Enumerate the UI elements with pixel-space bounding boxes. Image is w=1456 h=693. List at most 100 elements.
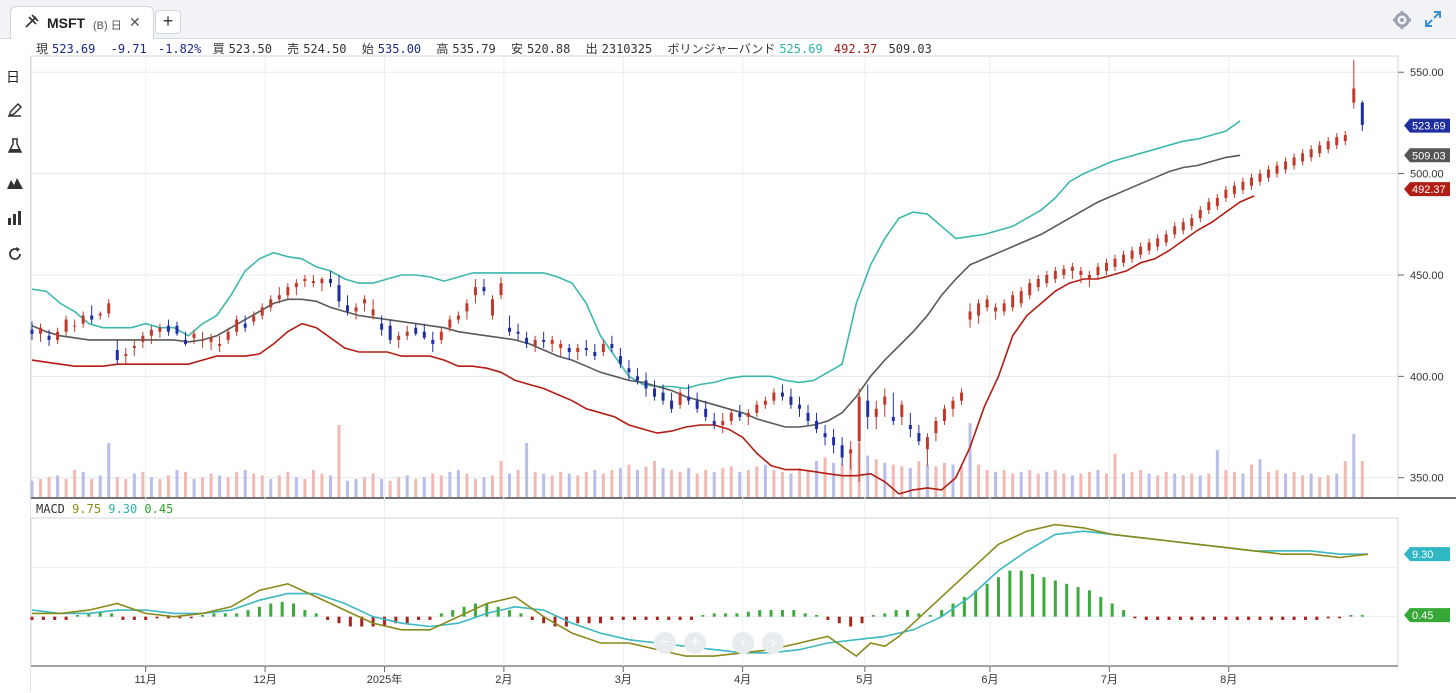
macd-hist-bar <box>815 615 819 617</box>
volume-bar <box>610 470 614 497</box>
flask-icon[interactable] <box>6 137 24 155</box>
macd-hist-bar <box>621 616 625 620</box>
candle-body <box>1147 242 1151 251</box>
bar-chart-icon[interactable] <box>6 209 24 227</box>
volume-bar <box>780 471 784 497</box>
zoom-out-button[interactable]: − <box>654 632 676 654</box>
candle-body <box>269 299 273 308</box>
volume-bar <box>431 473 435 497</box>
axes: 550.00 500.00 450.00 400.00 350.00 11月 12月 2025… <box>134 67 1450 686</box>
macd-hist-bar <box>1235 616 1239 620</box>
volume-bar <box>635 470 639 497</box>
candle-body <box>1164 234 1168 243</box>
macd-hist-bar <box>1008 570 1012 617</box>
macd-hist-bar <box>1338 616 1342 619</box>
hist-tag: 0.45 <box>1404 608 1450 623</box>
volume-bar <box>601 473 605 497</box>
volume-bar <box>1173 473 1177 497</box>
candle-body <box>473 287 477 296</box>
add-tab-button[interactable]: + <box>155 10 181 34</box>
pen-icon[interactable] <box>6 101 24 119</box>
volume-bar <box>1181 475 1185 497</box>
volume-bar <box>1096 470 1100 497</box>
volume-bar <box>789 473 793 497</box>
volume-bar <box>456 470 460 497</box>
volume-bar <box>252 473 256 497</box>
macd-label: MACD <box>36 502 65 516</box>
expand-icon[interactable] <box>1424 10 1442 28</box>
mountain-chart-icon[interactable] <box>6 173 24 191</box>
volume-bar <box>1352 434 1356 497</box>
x-tick-label: 2月 <box>495 674 512 686</box>
ask-label: 売 <box>287 42 300 56</box>
macd-hist-bar <box>1019 570 1023 617</box>
macd-hist-bar <box>780 610 784 617</box>
volume-bar <box>183 471 187 497</box>
candle-body <box>832 437 836 446</box>
macd-hist-bar <box>576 616 580 624</box>
macd-hist-bar <box>1156 616 1160 620</box>
candle-body <box>738 412 742 417</box>
signal-tag-label: 9.30 <box>1412 549 1433 561</box>
volume-value: 2310325 <box>601 42 653 56</box>
macd-hist-bar <box>1269 616 1273 620</box>
macd-hist-bar <box>542 616 546 624</box>
candle-body <box>508 327 512 332</box>
macd-hist-bar <box>314 613 318 617</box>
volume-bar <box>1062 473 1066 497</box>
close-tab-icon[interactable]: ✕ <box>129 14 141 30</box>
candle-body <box>1224 189 1228 198</box>
gear-icon[interactable] <box>1392 10 1412 30</box>
macd-hist-bar <box>64 616 68 620</box>
zoom-in-button[interactable]: + <box>684 632 706 654</box>
pin-icon[interactable] <box>23 14 39 30</box>
candle-body <box>1198 210 1202 219</box>
volume-bar <box>1113 453 1117 497</box>
macd-hist-bar <box>496 606 500 617</box>
bb-lower-tag: 492.37 <box>1404 182 1450 197</box>
macd-hist-bar <box>360 616 364 627</box>
volume-bar <box>1301 475 1305 497</box>
macd-hist-bar <box>348 616 352 627</box>
candle-body <box>346 305 350 312</box>
candle-body <box>235 319 239 332</box>
candle-body <box>1045 274 1049 284</box>
tab-bar: MSFT (B) 日 ✕ + <box>0 0 1456 39</box>
volume-bar <box>30 480 34 497</box>
refresh-icon[interactable] <box>6 245 24 263</box>
scroll-back-button[interactable]: ‹ <box>732 632 754 654</box>
candle-body <box>712 420 716 426</box>
candle-body <box>780 392 784 397</box>
macd-hist-bar <box>1315 616 1319 620</box>
candle-body <box>1275 165 1279 174</box>
macd-hist-bar <box>906 610 910 617</box>
chart-tab[interactable]: MSFT (B) 日 ✕ <box>10 6 154 39</box>
macd-hist-bar <box>553 616 557 627</box>
scroll-forward-button[interactable]: › <box>762 632 784 654</box>
candle-body <box>132 345 136 348</box>
volume-bar <box>1028 470 1032 497</box>
volume-bar <box>593 470 597 497</box>
volume-bar <box>482 477 486 497</box>
candle-body <box>653 388 657 397</box>
volume-bar <box>90 479 94 497</box>
macd-hist-bar <box>371 616 375 627</box>
macd-hist-bar <box>451 610 455 617</box>
macd-hist-bar <box>860 616 864 624</box>
volume-bar <box>1087 471 1091 497</box>
macd-hist-bar <box>121 616 125 620</box>
candle-body <box>422 331 426 338</box>
bb-mid-tag-shape <box>1404 148 1450 163</box>
calendar-icon[interactable]: 日 <box>6 69 20 85</box>
candle-body <box>1258 173 1262 182</box>
macd-hist-bar <box>235 613 239 617</box>
macd-hist-bar <box>1201 616 1205 620</box>
candle-body <box>968 311 972 320</box>
candle-body <box>499 283 503 296</box>
candle-body <box>1241 181 1245 190</box>
candle-body <box>303 279 307 282</box>
volume-bar <box>124 479 128 497</box>
volume-bar <box>542 473 546 497</box>
volume-bar <box>226 477 230 497</box>
